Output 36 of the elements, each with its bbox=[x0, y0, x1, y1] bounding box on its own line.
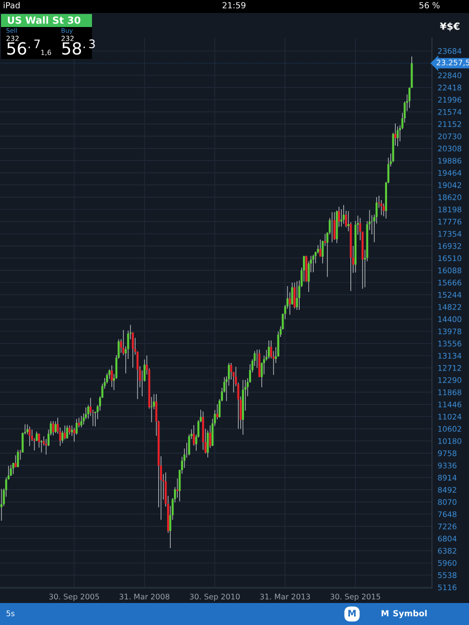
candlestick bbox=[347, 210, 350, 232]
candlestick bbox=[68, 425, 71, 435]
candlestick bbox=[26, 424, 28, 435]
candlestick bbox=[380, 200, 382, 216]
candlestick bbox=[52, 420, 54, 436]
text: 56 % bbox=[419, 2, 440, 8]
text: iPad bbox=[4, 2, 20, 8]
text: 21:59 bbox=[222, 2, 246, 8]
chart-title: US Wall St 30 bbox=[8, 16, 80, 24]
candlestick bbox=[340, 209, 342, 227]
candlestick bbox=[28, 426, 31, 446]
candlestick bbox=[319, 239, 322, 257]
candlestick bbox=[40, 440, 42, 453]
candlestick bbox=[333, 212, 336, 240]
candlestick bbox=[19, 450, 22, 460]
text: ¥$€ bbox=[440, 22, 460, 32]
candlestick bbox=[12, 462, 14, 474]
candlestick bbox=[73, 428, 76, 442]
candlestick bbox=[0, 488, 2, 522]
candlestick bbox=[268, 340, 270, 359]
candlestick bbox=[64, 425, 66, 440]
text: M bbox=[382, 610, 388, 616]
candlestick bbox=[80, 416, 82, 428]
candlestick bbox=[54, 420, 57, 434]
candlestick bbox=[294, 282, 296, 309]
annotation: 56$^{.7}$ bbox=[7, 40, 40, 55]
candlestick bbox=[296, 280, 298, 310]
candlestick bbox=[10, 464, 12, 476]
text: M bbox=[348, 610, 356, 616]
candlestick bbox=[16, 450, 19, 468]
candlestick bbox=[66, 425, 68, 439]
candlestick bbox=[342, 204, 345, 224]
candlestick bbox=[312, 254, 314, 273]
text: Symbol bbox=[393, 610, 427, 618]
candlestick bbox=[110, 365, 113, 388]
candlestick bbox=[396, 126, 399, 147]
